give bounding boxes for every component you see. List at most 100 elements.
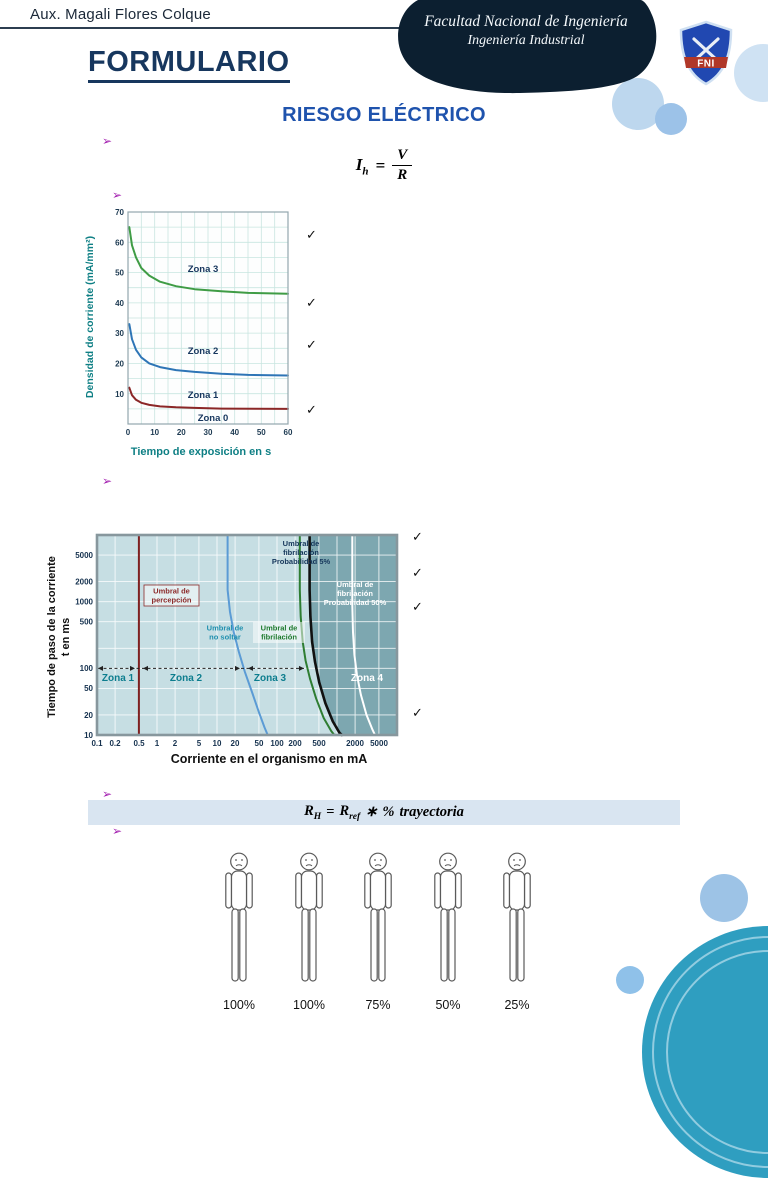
axis-tick: 100: [270, 739, 284, 748]
equals-sign: =: [375, 155, 386, 175]
checkmark-icon: ✓: [412, 706, 423, 721]
decorative-circle: [616, 966, 644, 994]
numerator: V: [392, 147, 413, 167]
chart1-y-axis-label: Densidad de corriente (mA/mm²): [84, 235, 96, 399]
fni-logo-text: FNI: [697, 59, 715, 70]
body-percentage-label: 100%: [223, 998, 255, 1012]
axis-tick: 20: [177, 428, 186, 437]
axis-tick: 50: [255, 739, 264, 748]
axis-tick: 0: [126, 428, 131, 437]
percepcion-label-box: [143, 584, 200, 607]
axis-tick: 20: [231, 739, 240, 748]
zone-label: Zona 1: [102, 673, 135, 684]
checkmark-icon: ✓: [306, 403, 317, 418]
bullet-arrow-icon: ➢: [112, 824, 123, 838]
no-soltar-label: Umbral de: [207, 624, 244, 633]
prob50-label: Umbral de: [337, 580, 374, 589]
axis-tick: 500: [80, 618, 94, 627]
chart2-curves: [137, 533, 376, 737]
axis-tick: 30: [115, 329, 124, 338]
axis-tick: 5: [197, 739, 202, 748]
fibrilacion-label: Umbral de: [261, 624, 298, 633]
decorative-circle-large: [642, 926, 768, 1178]
section-title: RIESGO ELÉCTRICO: [282, 104, 486, 126]
fraction: V R: [392, 147, 413, 185]
percent-sign: %: [382, 803, 395, 820]
axis-tick: 50: [115, 269, 124, 278]
zone-label: Zona 0: [198, 413, 229, 424]
percepcion-label: percepción: [151, 596, 191, 605]
prob5-label: fibrilación: [283, 548, 319, 557]
axis-tick: 10: [150, 428, 159, 437]
formula-rhs: Rref: [339, 803, 361, 822]
axis-tick: 5000: [75, 551, 93, 560]
human-figure: [364, 852, 392, 982]
axis-tick: 70: [115, 208, 124, 217]
axis-tick: 500: [312, 739, 326, 748]
denominator: R: [397, 167, 408, 184]
bullet-arrow-icon: ➢: [102, 787, 113, 801]
checkmark-icon: ✓: [412, 530, 423, 545]
axis-tick: 10: [84, 731, 93, 740]
chart1-x-axis-label: Tiempo de exposición en s: [130, 446, 272, 458]
chart1-grid: [127, 211, 289, 425]
exposure-dashed-arrow: [98, 665, 304, 671]
body-percentage-label: 50%: [435, 998, 461, 1012]
header-rule: [0, 27, 400, 29]
prob50-label: Probabilidad 50%: [324, 598, 387, 607]
axis-tick: 40: [230, 428, 239, 437]
checkmark-icon: ✓: [412, 600, 423, 615]
percepcion-label: Umbral de: [153, 587, 190, 596]
body-percentage-label: 75%: [365, 998, 391, 1012]
resistance-formula-bar: RH = Rref ∗ % trayectoria: [88, 800, 680, 825]
prob5-label: Probabilidad 5%: [272, 557, 331, 566]
zone-label: Zona 2: [188, 346, 219, 357]
axis-tick: 2000: [346, 739, 364, 748]
bullet-arrow-icon: ➢: [112, 188, 123, 202]
human-figure: [434, 852, 462, 982]
zone-label: Zona 3: [188, 264, 219, 275]
iec-zones-chart: Umbral de percepción Umbral de no soltar…: [75, 533, 399, 748]
axis-tick: 60: [115, 239, 124, 248]
human-figure: [225, 852, 253, 982]
decorative-circle: [734, 44, 768, 102]
checkmark-icon: ✓: [412, 566, 423, 581]
fni-logo: FNI: [679, 20, 733, 86]
axis-tick: 200: [288, 739, 302, 748]
axis-tick: 0.1: [91, 739, 103, 748]
checkmark-icon: ✓: [306, 296, 317, 311]
zone-label: Zona 2: [170, 673, 203, 684]
axis-tick: 0.5: [133, 739, 145, 748]
faculty-line-1: Facultad Nacional de Ingeniería: [424, 13, 628, 30]
axis-tick: 40: [115, 299, 124, 308]
fni-banner: [684, 57, 728, 68]
shield-icon: [679, 20, 733, 86]
axis-tick: 10: [213, 739, 222, 748]
axis-tick: 10: [115, 390, 124, 399]
axis-tick: 5000: [370, 739, 388, 748]
formula-tail: trayectoria: [399, 803, 464, 820]
prob5-label: Umbral de: [283, 539, 320, 548]
axis-tick: 50: [257, 428, 266, 437]
axis-tick: 60: [284, 428, 293, 437]
bullet-arrow-icon: ➢: [102, 474, 113, 488]
page-title: FORMULARIO: [88, 46, 290, 83]
faculty-title: Facultad Nacional de Ingeniería Ingenier…: [398, 13, 654, 49]
author-name: Aux. Magali Flores Colque: [30, 6, 211, 23]
no-soltar-label: no soltar: [209, 633, 241, 642]
decorative-circle: [700, 874, 748, 922]
fibrilacion-label: fibrilación: [261, 633, 297, 642]
formula-lhs: Ih: [355, 154, 369, 177]
prob50-label: fibrilación: [337, 589, 373, 598]
axis-tick: 0.2: [109, 739, 121, 748]
zone-label: Zona 4: [351, 673, 384, 684]
axis-tick: 2000: [75, 578, 93, 587]
axis-tick: 20: [115, 360, 124, 369]
axis-tick: 20: [84, 711, 93, 720]
axis-tick: 1: [155, 739, 160, 748]
axis-tick: 2: [173, 739, 178, 748]
ohm-law-formula: Ih = V R: [0, 147, 768, 185]
faculty-banner: [398, 0, 657, 94]
faculty-line-2: Ingeniería Industrial: [467, 33, 585, 48]
checkmark-icon: ✓: [306, 338, 317, 353]
